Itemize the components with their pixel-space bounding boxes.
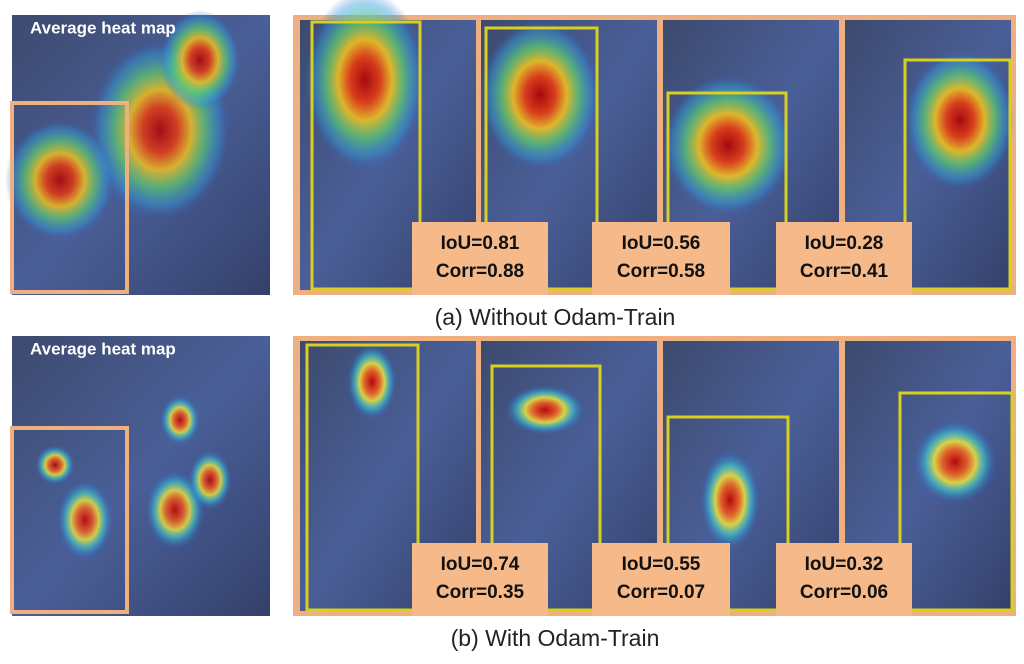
heat-spot (913, 420, 997, 504)
figure: Average heat map IoU=0.81 Corr=0.88 IoU=0.5… (0, 0, 1024, 664)
heat-spot (35, 445, 75, 485)
average-label: Average heat map (30, 339, 176, 358)
caption: (b) With Odam-Train (451, 625, 660, 651)
corr-label: Corr=0.35 (436, 582, 525, 603)
heat-spot (347, 344, 397, 420)
corr-label: Corr=0.07 (617, 582, 705, 603)
average-label: Average heat map (30, 18, 176, 37)
corr-label: Corr=0.88 (436, 261, 524, 282)
corr-label: Corr=0.58 (617, 261, 705, 282)
iou-label: IoU=0.74 (441, 554, 520, 575)
iou-label: IoU=0.56 (622, 233, 701, 254)
heat-spot (188, 450, 232, 510)
heat-spot (57, 480, 113, 560)
iou-label: IoU=0.32 (805, 554, 884, 575)
iou-label: IoU=0.55 (622, 554, 701, 575)
heat-spot (505, 385, 585, 435)
iou-label: IoU=0.28 (805, 233, 884, 254)
heat-spot (160, 395, 200, 445)
iou-label: IoU=0.81 (441, 233, 520, 254)
heat-spot (5, 120, 115, 240)
corr-label: Corr=0.06 (800, 582, 888, 603)
caption: (a) Without Odam-Train (435, 304, 676, 330)
heat-spot (480, 20, 600, 170)
heat-spot (905, 50, 1015, 190)
heat-spot (663, 75, 793, 215)
heat-spot (700, 450, 760, 550)
corr-label: Corr=0.41 (800, 261, 889, 282)
